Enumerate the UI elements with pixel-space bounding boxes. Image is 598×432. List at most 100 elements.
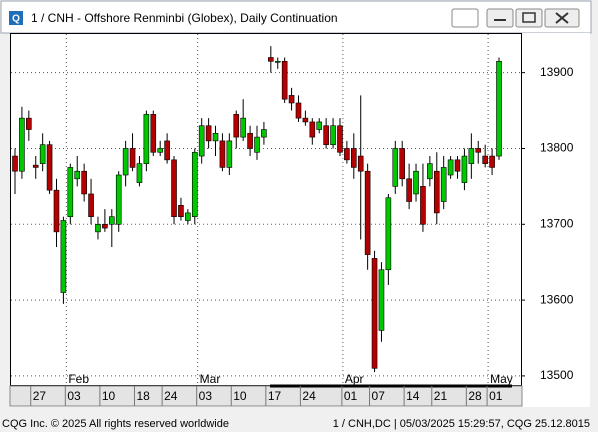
candle-body	[67, 167, 74, 218]
candle-body	[191, 151, 198, 218]
month-label: May	[490, 372, 513, 386]
candle-body	[330, 125, 336, 145]
candle-body	[53, 189, 60, 233]
candle-body	[136, 163, 143, 183]
candle-body	[392, 148, 399, 187]
candle-body	[371, 258, 378, 369]
candle-body	[129, 148, 136, 168]
x-tick-label: 28	[468, 389, 482, 403]
candle-body	[420, 186, 426, 225]
candle-body	[496, 60, 502, 157]
candle-body	[337, 125, 343, 153]
candle-body	[268, 57, 274, 62]
candle-body	[171, 159, 177, 218]
link-button[interactable]	[451, 8, 479, 28]
candle-body	[157, 148, 163, 153]
candle-body	[88, 193, 94, 218]
month-label: Apr	[345, 372, 364, 386]
x-tick-label: 03	[199, 389, 213, 403]
candle-body	[427, 163, 433, 180]
candle-body	[102, 223, 108, 229]
candle-body	[109, 216, 115, 225]
candle-body	[19, 117, 25, 172]
candle-body	[115, 174, 122, 225]
x-tick-label: 18	[136, 389, 150, 403]
x-tick-label: 24	[164, 389, 178, 403]
chart-panel	[10, 33, 590, 407]
x-tick-label: 10	[102, 389, 116, 403]
candle-body	[212, 133, 219, 142]
candle-body	[482, 155, 488, 164]
maximize-button[interactable]	[515, 8, 543, 28]
x-tick-label: 14	[406, 389, 420, 403]
candle-body	[143, 114, 150, 164]
candle-body	[254, 136, 260, 153]
candle-body	[323, 125, 329, 145]
candle-body	[433, 170, 440, 214]
candle-body	[357, 155, 364, 172]
candle-body	[74, 170, 81, 180]
y-tick-label: 13800	[540, 141, 574, 155]
candle-body	[205, 125, 212, 142]
y-tick-label: 13900	[540, 65, 574, 79]
candle-body	[447, 159, 454, 176]
candle-body	[261, 129, 267, 138]
candle-body	[233, 114, 240, 138]
candle-body	[454, 159, 461, 172]
candle-body	[219, 140, 226, 168]
candle-body	[295, 102, 302, 119]
x-tick-label: 03	[67, 389, 81, 403]
footer-right: 1 / CNH,DC | 05/03/2025 15:29:57, CQG 25…	[333, 418, 590, 430]
candle-body	[440, 167, 447, 202]
candle-body	[247, 133, 253, 149]
candle-body	[309, 121, 316, 138]
candle-body	[316, 121, 323, 130]
candle-body	[32, 164, 39, 168]
x-tick-label: 24	[302, 389, 316, 403]
candle-body	[122, 148, 129, 176]
y-tick-label: 13500	[540, 368, 574, 382]
candle-body	[281, 60, 288, 100]
app-icon	[9, 11, 23, 25]
candle-body	[364, 170, 371, 255]
candle-body	[26, 117, 32, 130]
minimize-button[interactable]	[486, 8, 514, 28]
x-tick-label: 17	[268, 389, 282, 403]
candle-body	[350, 148, 357, 168]
candle-body	[399, 148, 406, 180]
footer-left: CQG Inc. © 2025 All rights reserved worl…	[2, 418, 229, 430]
candle-body	[288, 95, 295, 104]
candle-body	[274, 60, 281, 63]
x-tick-label: 21	[434, 389, 448, 403]
month-label: Mar	[200, 372, 221, 386]
window-title: 1 / CNH - Offshore Renminbi (Globex), Da…	[31, 11, 338, 25]
month-label: Feb	[68, 372, 89, 386]
candle-body	[178, 205, 184, 218]
candle-body	[81, 170, 87, 195]
plot: 13500 13600 13700 13800 13900 Feb Mar Apr May 27 0…	[11, 34, 574, 406]
x-tick-label: 10	[233, 389, 247, 403]
candle-body	[240, 117, 246, 138]
close-glyph	[555, 12, 569, 24]
candle-body	[150, 114, 157, 153]
y-tick-label: 13700	[540, 216, 574, 230]
candle-body	[468, 148, 475, 164]
candle-body	[489, 155, 495, 168]
candle-body	[164, 140, 170, 161]
maximize-glyph	[522, 12, 536, 23]
candle-body	[60, 220, 67, 293]
candle-body	[12, 155, 18, 172]
candle-body	[46, 144, 53, 191]
candle-body	[302, 117, 309, 123]
x-tick-label: 07	[372, 389, 386, 403]
candle-body	[475, 148, 482, 153]
candle-body	[198, 125, 205, 157]
candle-body	[226, 140, 233, 168]
x-tick-label: 01	[344, 389, 358, 403]
x-tick-label: 01	[489, 389, 503, 403]
candle-body	[461, 155, 468, 183]
candle-body	[95, 223, 101, 233]
candle-body	[406, 178, 412, 202]
x-tick-label: 27	[33, 389, 47, 403]
